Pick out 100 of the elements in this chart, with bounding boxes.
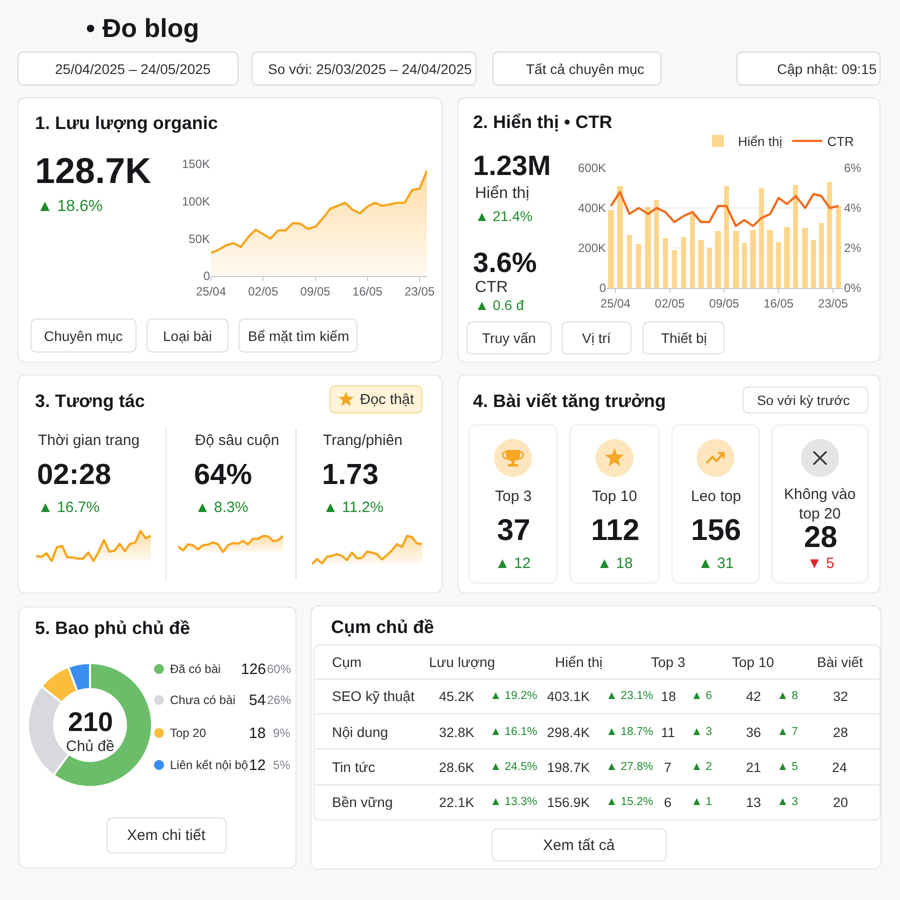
bar: [836, 206, 841, 288]
x-tick-label: 09/05: [709, 296, 740, 310]
data-label: ▲ 19.2%: [490, 690, 538, 702]
text: 02:28: [37, 459, 112, 491]
y2-tick-label: 6%: [844, 161, 862, 176]
text: 9%: [273, 726, 291, 740]
data-label: 28.6K: [439, 760, 474, 775]
category-label: Nội dung: [332, 724, 388, 740]
legend-label: Top 20: [170, 726, 206, 740]
data-label: 32.8K: [439, 725, 474, 740]
text: Hiển thị: [475, 185, 530, 202]
data-label: 45.2K: [439, 689, 474, 704]
text: 156: [691, 514, 742, 547]
text: CTR: [475, 279, 508, 296]
data-label: ▲ 2: [691, 761, 712, 773]
data-label: ▲ 3: [691, 726, 712, 738]
x-tick-label: 25/04: [196, 284, 226, 298]
y2-tick-label: 2%: [844, 241, 862, 256]
bar: [811, 240, 816, 288]
text: ▲ 18: [597, 555, 633, 572]
x-tick-label: 16/05: [352, 284, 383, 298]
data-label: 156.9K: [547, 795, 590, 810]
text: Thiết bị: [661, 330, 707, 346]
bar: [654, 200, 659, 288]
bar: [645, 207, 651, 288]
data-label: 42: [746, 689, 762, 704]
text: 3. Tương tác: [35, 391, 145, 411]
text: ▲ 0.6 đ: [475, 297, 524, 313]
data-label: 126: [241, 661, 266, 678]
series-label: Lưu lượng: [429, 654, 496, 670]
x-tick-label: 02/05: [248, 284, 278, 298]
text: Chuyên mục: [44, 328, 123, 344]
text: Tất cả chuyên mục: [526, 61, 644, 77]
legend-label: Chưa có bài: [170, 693, 236, 707]
bar: [617, 186, 623, 288]
text: 1.23M: [473, 150, 551, 181]
data-label: ▲ 27.8%: [606, 761, 654, 773]
text: Top 3: [495, 488, 532, 505]
bar: [715, 231, 721, 288]
text: ▲ 31: [698, 555, 734, 572]
text: ▲ 21.4%: [475, 208, 532, 224]
bar: [793, 185, 798, 288]
data-label: 7: [664, 760, 672, 775]
bar: [819, 223, 824, 288]
text: 28: [804, 521, 838, 554]
text: ▲ 8.3%: [195, 499, 248, 516]
bar: [827, 182, 832, 288]
bar: [759, 188, 764, 288]
text: 112: [591, 514, 640, 547]
data-label: ▲ 6: [691, 690, 712, 702]
text: Top 10: [732, 654, 774, 670]
legend-label: Liên kết nội bộ: [170, 758, 248, 772]
bar: [733, 231, 739, 288]
text: 64%: [194, 459, 252, 491]
x-tick-label: 02/05: [654, 296, 686, 310]
text: Leo top: [691, 488, 742, 505]
bar: [690, 214, 695, 288]
text: 128.7K: [35, 150, 152, 191]
data-label: 11: [661, 725, 676, 740]
text: 4. Bài viết tăng trưởng: [473, 391, 666, 411]
bar: [750, 230, 756, 288]
text: Không vào top 20: [784, 486, 856, 522]
y-tick-label: 150K: [182, 157, 210, 172]
y-tick-label: 100K: [182, 194, 210, 209]
y-tick-label: 400K: [578, 201, 606, 216]
data-label: ▲ 7: [777, 726, 798, 738]
text: 5%: [273, 758, 291, 772]
text: So với: 25/03/2025 – 24/04/2025: [268, 61, 472, 77]
x-tick-label: 23/05: [404, 284, 435, 298]
data-label: ▲ 16.1%: [490, 726, 538, 738]
chart-title: 2. Hiển thị • CTR: [473, 112, 612, 132]
y2-tick-label: 0%: [844, 281, 862, 296]
y-tick-label: 600K: [578, 161, 606, 176]
chart-title: Độ sâu cuộn: [195, 432, 280, 449]
text: Đọc thật: [360, 392, 414, 408]
text: 26%: [267, 693, 292, 707]
bar: [707, 248, 712, 288]
data-label: ▲ 13.3%: [490, 796, 538, 808]
text: 3.6%: [473, 247, 537, 278]
bar: [784, 227, 790, 288]
data-label: ▲ 1: [691, 796, 712, 808]
chart-title: Thời gian trang: [38, 432, 140, 449]
line-series: [610, 190, 840, 228]
x-tick-label: 09/05: [300, 284, 331, 298]
data-label: 403.1K: [547, 689, 590, 704]
text: ▲ 18.6%: [37, 198, 103, 215]
legend-label: Đã có bài: [170, 662, 221, 676]
legend-label: CTR: [827, 134, 854, 150]
data-label: 13: [746, 795, 762, 810]
bar: [681, 237, 686, 288]
text: 37: [497, 514, 530, 547]
data-label: 198.7K: [547, 760, 590, 775]
bar: [742, 243, 747, 288]
text: Chủ đề: [66, 738, 114, 755]
text: Top 10: [592, 488, 638, 505]
text: ▲ 11.2%: [323, 499, 384, 516]
text: ▲ 12: [495, 555, 531, 572]
bar: [627, 235, 632, 288]
data-label: 21: [746, 760, 762, 775]
category-label: Bền vững: [332, 794, 393, 810]
